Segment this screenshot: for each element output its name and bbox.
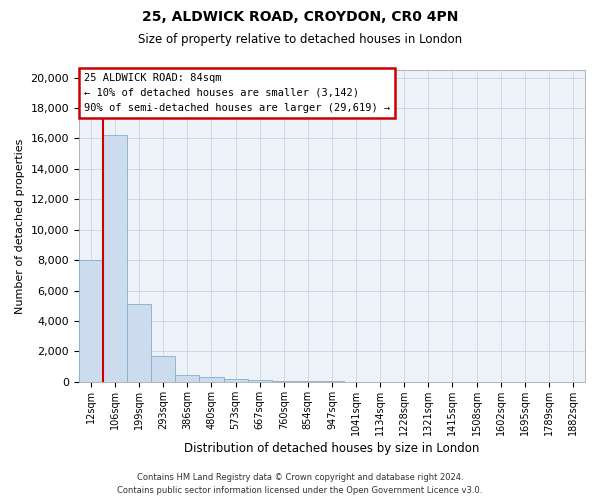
Bar [79,260,103,382]
X-axis label: Distribution of detached houses by size in London: Distribution of detached houses by size … [184,442,479,455]
Text: 25, ALDWICK ROAD, CROYDON, CR0 4PN: 25, ALDWICK ROAD, CROYDON, CR0 4PN [142,10,458,24]
Bar [296,381,320,382]
Bar [151,356,175,382]
Bar [272,380,296,382]
Text: Contains HM Land Registry data © Crown copyright and database right 2024.
Contai: Contains HM Land Registry data © Crown c… [118,474,482,495]
Bar [175,374,199,382]
Text: 25 ALDWICK ROAD: 84sqm
← 10% of detached houses are smaller (3,142)
90% of semi-: 25 ALDWICK ROAD: 84sqm ← 10% of detached… [84,73,390,112]
Text: Size of property relative to detached houses in London: Size of property relative to detached ho… [138,32,462,46]
Bar [224,379,248,382]
Bar [103,136,127,382]
Bar [248,380,272,382]
Bar [127,304,151,382]
Y-axis label: Number of detached properties: Number of detached properties [15,138,25,314]
Bar [199,378,224,382]
